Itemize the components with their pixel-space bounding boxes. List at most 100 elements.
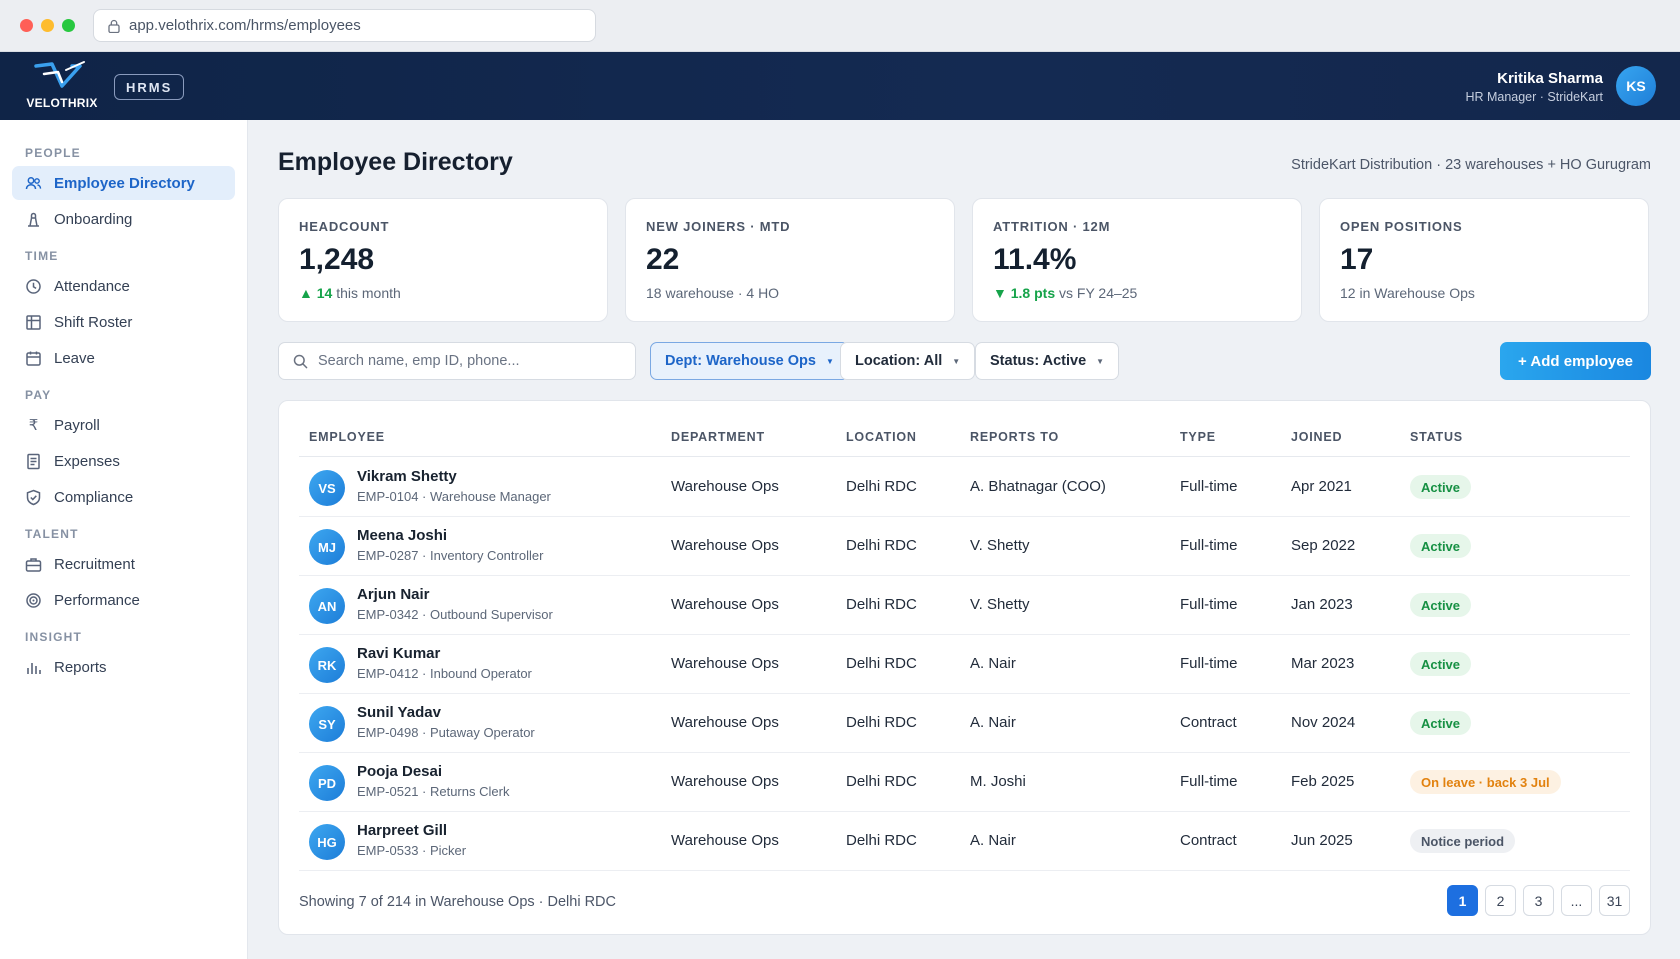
joined-cell: Feb 2025 xyxy=(1291,773,1355,790)
filter-status[interactable]: Status: Active ▼ xyxy=(975,342,1120,380)
kpi-delta: 1.8 pts xyxy=(1010,285,1056,301)
column-header-reports-to[interactable]: REPORTS TO xyxy=(970,430,1060,444)
employee-table: EMPLOYEE DEPARTMENT LOCATION REPORTS TO … xyxy=(278,400,1651,935)
address-bar[interactable]: app.velothrix.com/hrms/employees xyxy=(93,9,596,42)
employee-name[interactable]: Arjun Nair xyxy=(357,586,430,603)
sidebar-item-leave[interactable]: Leave xyxy=(12,341,235,375)
table-row[interactable]: HG Harpreet Gill EMP-0533 · Picker Wareh… xyxy=(299,812,1630,871)
window-maximize-button[interactable] xyxy=(62,19,75,32)
trend-up-icon: ▲ xyxy=(299,285,313,301)
app-header: VELOTHRIX HRMS Kritika Sharma HR Manager… xyxy=(0,52,1680,120)
status-badge: Active xyxy=(1410,593,1472,617)
sidebar-item-attendance[interactable]: Attendance xyxy=(12,269,235,303)
sidebar-item-label: Performance xyxy=(54,591,140,609)
column-header-location[interactable]: LOCATION xyxy=(846,430,917,444)
filter-label: Dept: Warehouse Ops xyxy=(665,353,816,369)
kpi-value: 11.4% xyxy=(993,243,1077,276)
product-badge: HRMS xyxy=(114,74,185,100)
sidebar-item-label: Expenses xyxy=(54,452,120,470)
employee-meta: EMP-0104 · Warehouse Manager xyxy=(357,489,551,504)
column-header-employee[interactable]: EMPLOYEE xyxy=(309,430,385,444)
table-row[interactable]: RK Ravi Kumar EMP-0412 · Inbound Operato… xyxy=(299,635,1630,694)
employee-avatar: AN xyxy=(309,588,345,624)
search-icon xyxy=(293,354,308,368)
kpi-label: ATTRITION · 12M xyxy=(993,219,1111,234)
employee-meta: EMP-0342 · Outbound Supervisor xyxy=(357,607,553,622)
search-box[interactable] xyxy=(278,342,636,380)
joined-cell: Jan 2023 xyxy=(1291,596,1353,613)
kpi-label: HEADCOUNT xyxy=(299,219,390,234)
window-minimize-button[interactable] xyxy=(41,19,54,32)
kpi-sub-text: 12 in Warehouse Ops xyxy=(1340,285,1475,301)
location-cell: Delhi RDC xyxy=(846,478,917,495)
sidebar-item-performance[interactable]: Performance xyxy=(12,583,235,617)
filter-location[interactable]: Location: All ▼ xyxy=(840,342,976,380)
employee-meta: EMP-0498 · Putaway Operator xyxy=(357,725,535,740)
caret-down-icon: ▼ xyxy=(825,356,834,366)
employee-name[interactable]: Meena Joshi xyxy=(357,527,448,544)
employee-meta: EMP-0521 · Returns Clerk xyxy=(357,784,510,799)
employee-name[interactable]: Pooja Desai xyxy=(357,763,443,780)
user-role: HR Manager · StrideKart xyxy=(1465,90,1603,104)
kpi-sub: ▲ 14 this month xyxy=(299,285,587,301)
location-cell: Delhi RDC xyxy=(846,832,917,849)
type-cell: Full-time xyxy=(1180,655,1238,672)
kpi-value: 22 xyxy=(646,243,680,276)
user-info[interactable]: Kritika Sharma HR Manager · StrideKart xyxy=(1465,70,1603,104)
sidebar-section-time: TIME xyxy=(25,249,59,263)
employee-name[interactable]: Harpreet Gill xyxy=(357,822,448,839)
page-button-3[interactable]: 3 xyxy=(1523,885,1554,916)
target-icon xyxy=(25,592,42,609)
kpi-card-new-joiners: NEW JOINERS · MTD 22 18 warehouse · 4 HO xyxy=(625,198,955,322)
status-badge: On leave · back 3 Jul xyxy=(1410,770,1561,794)
sidebar-item-reports[interactable]: Reports xyxy=(12,650,235,684)
page-button-1[interactable]: 1 xyxy=(1447,885,1478,916)
table-row[interactable]: MJ Meena Joshi EMP-0287 · Inventory Cont… xyxy=(299,517,1630,576)
add-employee-button[interactable]: + Add employee xyxy=(1500,342,1651,380)
grid-icon xyxy=(25,314,42,331)
rupee-icon: ₹ xyxy=(28,417,39,434)
window-close-button[interactable] xyxy=(20,19,33,32)
search-input[interactable] xyxy=(318,353,608,369)
employee-avatar: VS xyxy=(309,470,345,506)
employee-avatar: PD xyxy=(309,765,345,801)
user-avatar[interactable]: KS xyxy=(1616,66,1656,106)
table-row[interactable]: VS Vikram Shetty EMP-0104 · Warehouse Ma… xyxy=(299,458,1630,517)
sidebar-item-payroll[interactable]: ₹ Payroll xyxy=(12,408,235,442)
status-badge: Active xyxy=(1410,711,1472,735)
user-name: Kritika Sharma xyxy=(1497,70,1603,87)
column-header-status[interactable]: STATUS xyxy=(1410,430,1463,444)
location-cell: Delhi RDC xyxy=(846,596,917,613)
status-badge: Active xyxy=(1410,534,1472,558)
sidebar-item-onboarding[interactable]: Onboarding xyxy=(12,202,235,236)
sidebar-item-compliance[interactable]: Compliance xyxy=(12,480,235,514)
column-header-type[interactable]: TYPE xyxy=(1180,430,1216,444)
page-button-2[interactable]: 2 xyxy=(1485,885,1516,916)
type-cell: Contract xyxy=(1180,714,1237,731)
sidebar-item-shift-roster[interactable]: Shift Roster xyxy=(12,305,235,339)
employee-name[interactable]: Ravi Kumar xyxy=(357,645,441,662)
filter-department[interactable]: Dept: Warehouse Ops ▼ xyxy=(650,342,849,380)
sidebar-item-recruitment[interactable]: Recruitment xyxy=(12,547,235,581)
department-cell: Warehouse Ops xyxy=(671,478,779,495)
department-cell: Warehouse Ops xyxy=(671,714,779,731)
status-badge: Active xyxy=(1410,475,1472,499)
velothrix-logo[interactable]: VELOTHRIX xyxy=(22,60,102,112)
column-header-department[interactable]: DEPARTMENT xyxy=(671,430,765,444)
employee-avatar: MJ xyxy=(309,529,345,565)
kpi-card-headcount: HEADCOUNT 1,248 ▲ 14 this month xyxy=(278,198,608,322)
employee-name[interactable]: Sunil Yadav xyxy=(357,704,441,721)
employee-name[interactable]: Vikram Shetty xyxy=(357,468,457,485)
sidebar-item-expenses[interactable]: Expenses xyxy=(12,444,235,478)
table-row[interactable]: SY Sunil Yadav EMP-0498 · Putaway Operat… xyxy=(299,694,1630,753)
table-row[interactable]: PD Pooja Desai EMP-0521 · Returns Clerk … xyxy=(299,753,1630,812)
sidebar-item-label: Leave xyxy=(54,349,95,367)
location-cell: Delhi RDC xyxy=(846,773,917,790)
table-row[interactable]: AN Arjun Nair EMP-0342 · Outbound Superv… xyxy=(299,576,1630,635)
status-badge: Notice period xyxy=(1410,829,1516,853)
sidebar-section-people: PEOPLE xyxy=(25,146,81,160)
column-header-joined[interactable]: JOINED xyxy=(1291,430,1343,444)
page-button-31[interactable]: 31 xyxy=(1599,885,1630,916)
sidebar-item-employee-directory[interactable]: Employee Directory xyxy=(12,166,235,200)
employee-avatar: SY xyxy=(309,706,345,742)
